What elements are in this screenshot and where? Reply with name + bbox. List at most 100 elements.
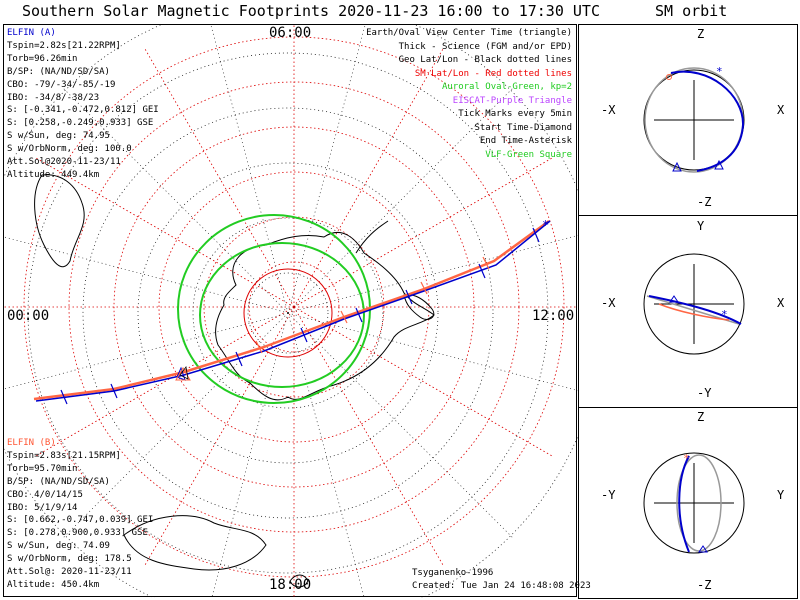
elfin-b-line: CBO: 4/0/14/15 — [7, 489, 83, 500]
orbit-title: SM orbit — [655, 2, 728, 20]
elfin-a-orbit — [648, 295, 742, 325]
earth-circle — [643, 69, 745, 171]
elfin-b-tick — [482, 256, 490, 270]
axis-label-bottom: -Z — [697, 578, 712, 592]
geo-meridian — [287, 25, 366, 314]
elfin-a-end-asterisk: * — [542, 218, 549, 232]
legend-item: Tick Marks every 5min — [458, 109, 572, 119]
elfin-a-tick — [235, 351, 243, 367]
elfin-a-tick — [532, 227, 540, 243]
geo-latitude-ring — [247, 272, 329, 354]
geo-meridian — [61, 312, 289, 540]
created-label: Created: Tue Jan 24 16:48:08 2023 — [412, 581, 591, 591]
elfin-a-tick — [300, 327, 308, 343]
elfin-b-line: S: [0.278,0.900,0.933] GSE — [7, 528, 148, 539]
orbit-start-diamond — [666, 74, 672, 80]
australia-coastline — [123, 515, 267, 571]
legend-item: Geo Lat/Lon - Black dotted lines — [398, 55, 572, 65]
axis-label-left: -X — [601, 296, 616, 310]
elfin-b-line: S w/Sun, deg: 74.09 — [7, 541, 110, 552]
sm-latitude-ring — [203, 216, 385, 398]
view-center-triangle-b — [175, 367, 191, 381]
sm-latitude-ring — [23, 36, 565, 578]
africa-coastline — [34, 174, 85, 268]
orbit-triangle — [669, 295, 679, 303]
legend-item: SM Lat/Lon - Red dotted lines — [414, 68, 572, 79]
orbit-triangle — [698, 545, 708, 553]
elfin-a-info: ELFIN (A) Tspin=2.82s[21.22RPM] Torb=96.… — [7, 27, 159, 182]
elfin-b-track-proj — [658, 303, 730, 321]
elfin-a-line: S w/OrbNorm, deg: 100.0 — [7, 144, 132, 155]
geo-latitude-ring — [137, 162, 439, 464]
main-title: Southern Solar Magnetic Footprints 2020-… — [22, 2, 600, 20]
earth-circle — [643, 452, 745, 554]
legend-item: Thick - Science (FGM and/or EPD) — [398, 41, 572, 52]
axis-label-left: -X — [601, 103, 616, 117]
footprint-map-panel: * ELFIN (A) Tspin=2.82s[21.22RPM] Torb=9… — [3, 24, 591, 598]
geo-meridian — [287, 234, 578, 314]
orbit-triangle — [672, 161, 682, 172]
orbit-panel-xy: * Y -Y -X X — [578, 215, 798, 408]
geo-latitude-ring — [27, 52, 549, 574]
elfin-a-line: Torb=96.26min — [7, 53, 78, 64]
axis-label-bottom: -Z — [697, 195, 712, 209]
orbit-plot-xz: * — [643, 65, 745, 173]
elfin-b-tick — [340, 310, 348, 324]
geo-meridian — [4, 312, 289, 390]
elfin-a-line: S w/Sun, deg: 74.95 — [7, 131, 110, 142]
polar-cap-circle — [243, 268, 333, 358]
island-coastline — [289, 574, 309, 588]
legend-item: Start Time-Diamond — [474, 122, 572, 133]
elfin-a-tick — [355, 307, 363, 323]
geo-latitude-ring — [192, 217, 384, 409]
antarctica-coastline — [215, 231, 435, 401]
orbit-end-asterisk: * — [721, 308, 728, 321]
clock-label-bottom: 18:00 — [269, 577, 312, 593]
axis-label-left: -Y — [601, 488, 616, 502]
antarctic-peninsula — [355, 220, 389, 254]
geo-latitude-ring — [82, 107, 494, 519]
elfin-a-orbit — [670, 70, 745, 172]
elfin-a-tick — [405, 289, 413, 305]
elfin-b-tick — [420, 281, 428, 295]
clock-label-right: 12:00 — [532, 308, 575, 324]
elfin-a-name: ELFIN (A) — [7, 28, 56, 38]
elfin-a-tick — [60, 389, 68, 405]
elfin-a-line: Altitude: 449.4km — [7, 169, 100, 180]
axis-label-top: Y — [697, 219, 705, 233]
axis-label-right: X — [777, 103, 785, 117]
elfin-b-track — [33, 219, 550, 401]
elfin-b-line: Tspin=2.83s[21.15RPM] — [7, 450, 121, 461]
elfin-b-line: Torb=95.70min — [7, 463, 78, 474]
sm-meridian — [293, 46, 445, 308]
geo-meridian — [61, 86, 289, 314]
orbit-triangle — [714, 159, 724, 170]
legend-item: Auroral Oval-Green, kp=2 — [441, 82, 572, 92]
elfin-a-tick — [478, 263, 486, 279]
earth-circle — [643, 253, 745, 355]
legend-item: End Time-Asterisk — [479, 136, 572, 146]
model-label: Tsyganenko-1996 — [412, 568, 494, 578]
axis-label-right: Y — [777, 488, 785, 502]
orbit-end-asterisk: * — [683, 452, 690, 465]
elfin-a-track — [35, 220, 551, 402]
orbit-panel-xz: * Z -Z -X X — [578, 24, 798, 216]
axis-label-right: X — [777, 296, 785, 310]
elfin-a-tick — [110, 383, 118, 399]
elfin-b-name: ELFIN (B) — [7, 438, 56, 448]
view-center-triangle — [179, 366, 189, 380]
geo-meridian — [287, 86, 515, 314]
geo-meridian — [287, 312, 515, 540]
geo-meridian — [287, 312, 365, 598]
axis-label-top: Z — [697, 27, 705, 41]
legend-item: VLF-Green Square — [485, 149, 572, 160]
elfin-b-line: B/SP: (NA/ND/SD/SA) — [7, 476, 110, 487]
elfin-b-line: Att.Sol@: 2020-11-23/11 — [7, 567, 132, 578]
footprint-map: * — [4, 25, 578, 598]
auroral-oval-inner — [199, 242, 365, 388]
sm-meridian — [293, 156, 555, 308]
orbit-plot-xy: * — [643, 253, 745, 355]
elfin-a-line: Tspin=2.82s[21.22RPM] — [7, 40, 121, 51]
orbit-plot-yz: * — [643, 452, 745, 554]
elfin-b-line: S w/OrbNorm, deg: 178.5 — [7, 554, 132, 565]
